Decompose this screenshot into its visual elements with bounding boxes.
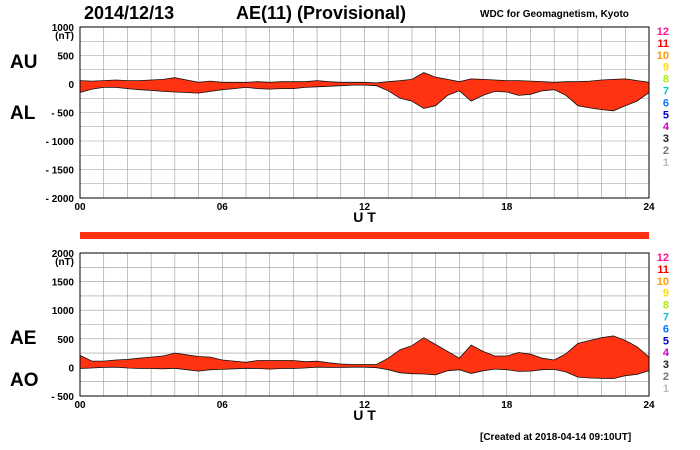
x-tick-label: 06 xyxy=(217,202,229,213)
y-tick-label: 0 xyxy=(68,363,74,374)
x-tick-label: 18 xyxy=(501,202,513,213)
ae-label: AE xyxy=(10,328,37,349)
station-legend-item: 10 xyxy=(657,276,669,288)
station-legend-item: 2 xyxy=(663,371,669,383)
station-legend-item: 7 xyxy=(663,86,669,98)
y-unit-label: (nT) xyxy=(55,257,74,268)
station-legend-item: 11 xyxy=(657,264,669,276)
al-label: AL xyxy=(10,103,36,124)
y-tick-label: 500 xyxy=(57,335,74,346)
station-legend-item: 1 xyxy=(663,157,669,169)
station-legend-item: 8 xyxy=(663,300,669,312)
y-tick-label: 2000 xyxy=(52,249,75,260)
data-source: WDC for Geomagnetism, Kyoto xyxy=(480,9,629,20)
au-label: AU xyxy=(10,52,38,73)
y-tick-label: 0 xyxy=(68,80,74,91)
station-legend-item: 11 xyxy=(657,38,669,50)
station-legend-item: 5 xyxy=(663,335,669,347)
y-tick-label: 500 xyxy=(57,52,74,63)
panel-2 xyxy=(79,252,650,397)
plot-title: AE(11) (Provisional) xyxy=(236,3,407,23)
created-timestamp: [Created at 2018-04-14 09:10UT] xyxy=(480,432,632,443)
y-tick-label: 1500 xyxy=(52,278,75,289)
station-legend-item: 2 xyxy=(663,145,669,157)
x-tick-label: 24 xyxy=(643,400,655,411)
panel-1 xyxy=(79,26,650,199)
y-unit-label: (nT) xyxy=(55,31,74,42)
series-line-al xyxy=(79,84,650,112)
station-legend-item: 12 xyxy=(657,26,669,38)
station-legend-item: 10 xyxy=(657,50,669,62)
series-line-ao xyxy=(79,366,650,380)
series-line-ae xyxy=(79,335,650,365)
station-legend-item: 9 xyxy=(663,62,669,74)
x-tick-label: 06 xyxy=(217,400,229,411)
station-legend-item: 6 xyxy=(663,97,669,109)
station-legend-item: 5 xyxy=(663,109,669,121)
y-tick-label: - 1500 xyxy=(46,166,75,177)
series-line-au xyxy=(79,72,650,84)
station-legend-item: 7 xyxy=(663,312,669,324)
station-legend-item: 3 xyxy=(663,359,669,371)
x-tick-label: 18 xyxy=(501,400,513,411)
plot-frame xyxy=(79,26,650,199)
station-legend-item: 8 xyxy=(663,74,669,86)
station-legend-item: 3 xyxy=(663,133,669,145)
x-tick-label: 12 xyxy=(359,400,371,411)
station-legend-item: 4 xyxy=(663,347,670,359)
y-tick-label: 1000 xyxy=(52,306,75,317)
ao-label: AO xyxy=(10,370,39,391)
x-tick-label: 12 xyxy=(359,202,371,213)
plot-date: 2014/12/13 xyxy=(84,3,175,23)
x-tick-label: 00 xyxy=(74,400,86,411)
station-legend-item: 1 xyxy=(663,383,669,395)
y-tick-label: - 2000 xyxy=(46,194,75,205)
station-legend-item: 4 xyxy=(663,121,670,133)
y-tick-label: - 1000 xyxy=(46,137,75,148)
plot-frame xyxy=(79,252,650,397)
series-area-au-al xyxy=(80,72,649,111)
station-legend-item: 12 xyxy=(657,252,669,264)
station-legend-item: 6 xyxy=(663,323,669,335)
separator-bar xyxy=(80,232,649,239)
series-area-ae-ao xyxy=(80,335,649,379)
y-tick-label: - 500 xyxy=(51,392,74,403)
y-tick-label: 1000 xyxy=(52,23,75,34)
x-axis-label: U T xyxy=(353,209,376,225)
x-tick-label: 00 xyxy=(74,202,86,213)
x-axis-label: U T xyxy=(353,407,376,423)
y-tick-label: - 500 xyxy=(51,109,74,120)
x-tick-label: 24 xyxy=(643,202,655,213)
station-legend-item: 9 xyxy=(663,288,669,300)
